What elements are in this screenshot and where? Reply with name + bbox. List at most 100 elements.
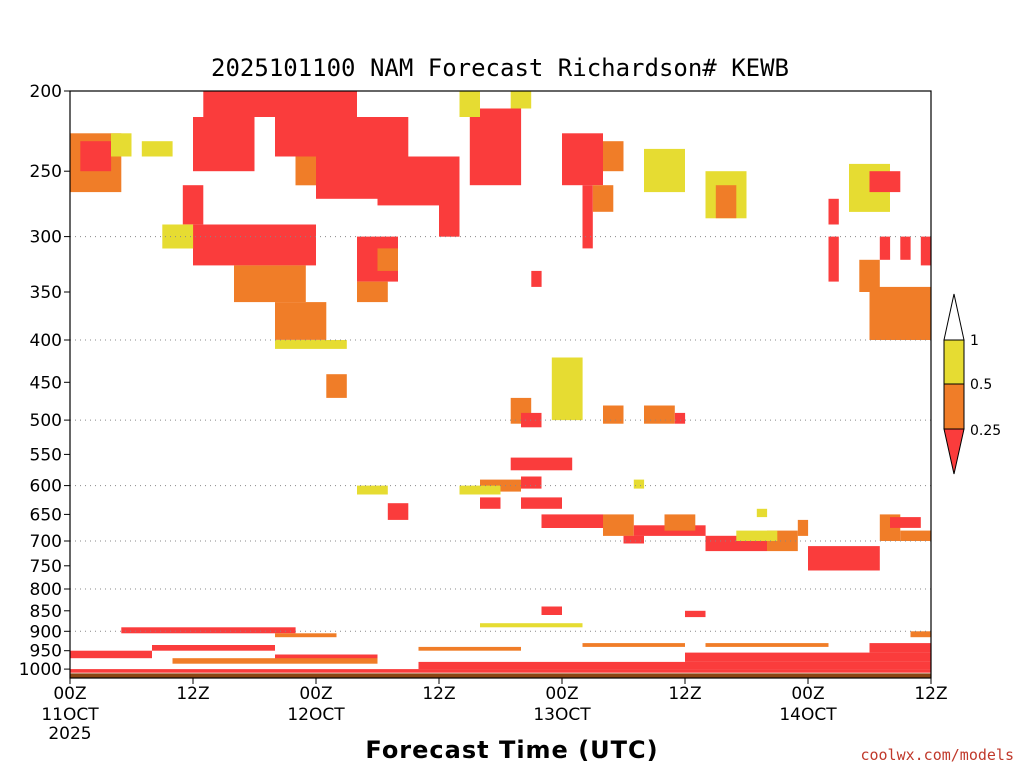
heatmap-cell <box>387 503 409 520</box>
y-tick-label: 500 <box>30 411 62 431</box>
heatmap-cell <box>592 185 614 212</box>
heatmap-cell <box>900 236 911 260</box>
heatmap-cells <box>70 91 932 673</box>
heatmap-cell <box>859 259 880 292</box>
heatmap-cell <box>910 631 931 638</box>
heatmap-cell <box>521 476 542 489</box>
heatmap-cell <box>644 148 685 193</box>
y-tick-label: 550 <box>30 445 62 465</box>
y-tick-label: 300 <box>30 228 62 248</box>
heatmap-cell <box>203 91 276 117</box>
heatmap-cell <box>121 627 296 634</box>
heatmap-cell <box>879 236 891 260</box>
legend-label-1: 1 <box>970 333 979 349</box>
x-tick-date: 12OCT <box>287 705 345 725</box>
heatmap-cell <box>900 530 932 541</box>
heatmap-cell <box>920 236 932 266</box>
heatmap-cell <box>828 198 839 225</box>
y-tick-label: 350 <box>30 283 62 303</box>
legend: 1 0.5 0.25 <box>943 293 1001 475</box>
heatmap-cell <box>521 497 562 509</box>
heatmap-cell <box>141 141 173 157</box>
y-tick-label: 900 <box>30 622 62 642</box>
y-tick-label: 700 <box>30 532 62 552</box>
heatmap-cell <box>644 405 675 424</box>
x-tick-label: 12Z <box>422 684 455 704</box>
heatmap-cell <box>459 91 480 117</box>
legend-swatch-orange <box>943 383 965 430</box>
heatmap-cell <box>377 248 398 271</box>
x-tick-date: 11OCT <box>41 705 99 725</box>
heatmap-cell <box>890 517 921 528</box>
x-tick-label: 00Z <box>791 684 824 704</box>
y-tick-label: 200 <box>30 82 62 102</box>
x-tick-date: 14OCT <box>779 705 837 725</box>
heatmap-cell <box>275 654 378 661</box>
heatmap-cell <box>582 643 685 647</box>
x-tick-label: 00Z <box>545 684 578 704</box>
heatmap-cell <box>439 156 460 237</box>
heatmap-cell <box>193 117 255 172</box>
heatmap-cell <box>541 606 562 615</box>
heatmap-cell <box>70 650 152 659</box>
heatmap-cell <box>674 412 686 424</box>
x-tick-date: 13OCT <box>533 705 591 725</box>
heatmap-cell <box>736 530 778 541</box>
y-axis: 200 250 300 350 400 450 500 550 600 650 700 750 8008… <box>19 82 70 680</box>
heatmap-cell <box>469 108 522 186</box>
heatmap-cell <box>480 497 501 509</box>
heatmap-cell <box>808 546 880 571</box>
heatmap-cell <box>80 141 112 172</box>
x-tick-label: 12Z <box>668 684 701 704</box>
heatmap-cell <box>582 185 593 249</box>
y-tick-label: 800 <box>30 580 62 600</box>
heatmap-cell <box>275 633 337 638</box>
heatmap-cell <box>603 405 624 424</box>
heatmap-cell <box>418 646 521 651</box>
y-tick-label: 950 <box>30 642 62 662</box>
ground-layer <box>70 673 931 678</box>
y-tick-label: 450 <box>30 373 62 393</box>
heatmap-cell <box>377 156 439 206</box>
x-tick-label: 00Z <box>299 684 332 704</box>
y-tick-label: 850 <box>30 602 62 622</box>
heatmap-cell <box>275 340 347 349</box>
heatmap-cell <box>603 141 624 172</box>
heatmap-cell <box>521 412 542 428</box>
heatmap-cell <box>664 514 696 531</box>
heatmap-cell <box>633 479 645 489</box>
heatmap-cell <box>275 302 327 340</box>
heatmap-cell <box>869 643 931 653</box>
heatmap-cell <box>193 224 316 266</box>
heatmap-cell <box>357 485 388 495</box>
heatmap-cell <box>541 514 603 528</box>
heatmap-cell <box>623 535 644 544</box>
heatmap-cell <box>685 610 706 618</box>
heatmap-cell <box>510 457 573 471</box>
legend-label-0-5: 0.5 <box>970 377 992 393</box>
legend-label-0-25: 0.25 <box>970 423 1001 439</box>
legend-arrow-bottom <box>943 428 965 475</box>
heatmap-cell <box>510 91 532 109</box>
heatmap-cell <box>480 623 583 628</box>
heatmap-cell <box>551 357 583 421</box>
heatmap-cell <box>603 514 634 536</box>
heatmap-cell <box>756 508 768 518</box>
y-tick-label: 1000 <box>19 660 62 680</box>
heatmap-cell <box>357 281 388 303</box>
legend-arrow-top <box>943 293 965 341</box>
heatmap-cell <box>705 643 829 647</box>
heatmap-cell <box>531 270 542 287</box>
plot-frame <box>69 90 932 679</box>
heatmap-cell <box>562 133 603 186</box>
heatmap-cell <box>715 185 737 219</box>
heatmap-cell <box>152 645 275 651</box>
heatmap-cell <box>111 133 132 157</box>
y-tick-label: 750 <box>30 557 62 577</box>
heatmap-cell <box>869 286 931 340</box>
heatmap-cell <box>326 374 347 398</box>
y-tick-label: 600 <box>30 477 62 497</box>
y-tick-label: 250 <box>30 162 62 182</box>
chart-title: 2025101100 NAM Forecast Richardson# KEWB <box>211 54 789 82</box>
heatmap-cell <box>869 171 901 193</box>
